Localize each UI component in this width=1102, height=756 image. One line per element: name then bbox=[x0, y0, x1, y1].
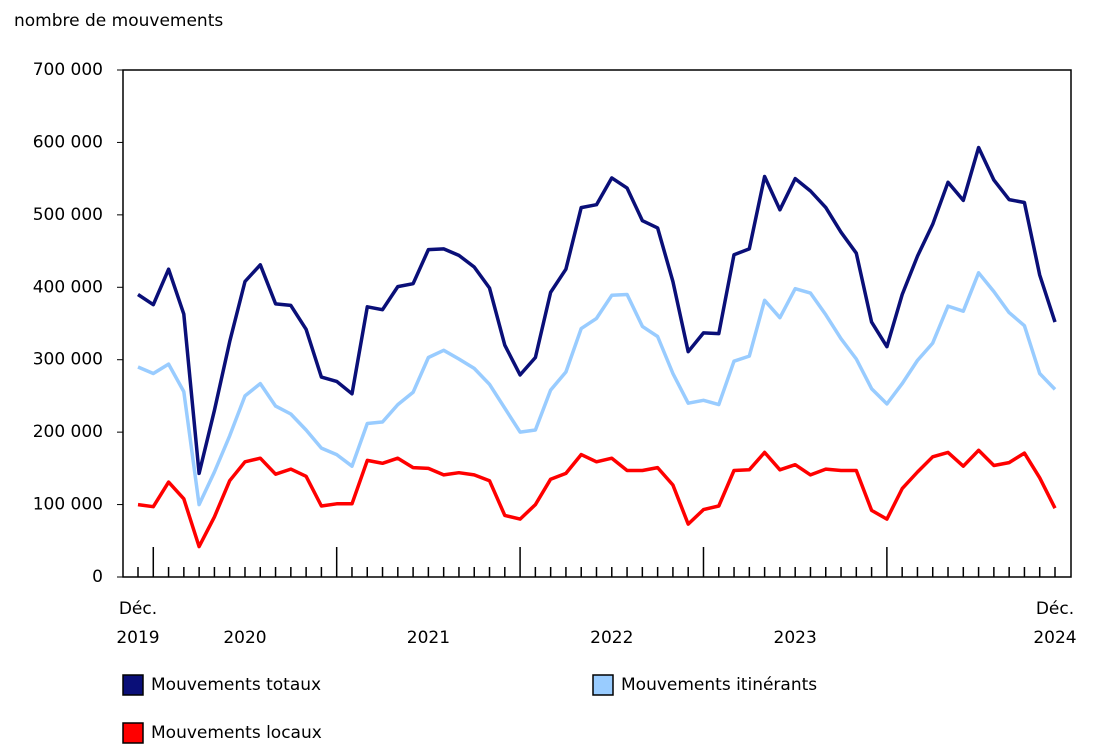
y-tick-label: 600 000 bbox=[33, 132, 103, 152]
series-line bbox=[137, 271, 1057, 507]
x-year-label: 2020 bbox=[223, 628, 266, 648]
series-line bbox=[137, 448, 1057, 549]
plot-frame bbox=[122, 69, 1072, 578]
y-axis-title: nombre de mouvements bbox=[14, 11, 223, 31]
legend-swatch bbox=[592, 674, 614, 696]
legend-label: Mouvements locaux bbox=[151, 723, 322, 743]
legend-label: Mouvements itinérants bbox=[621, 675, 817, 695]
x-year-label: 2024 bbox=[1033, 628, 1076, 648]
legend-swatch bbox=[122, 674, 144, 696]
y-tick-label: 200 000 bbox=[33, 422, 103, 442]
x-tick-label: Déc. bbox=[119, 599, 157, 619]
legend-swatch bbox=[122, 722, 144, 744]
x-year-label: 2023 bbox=[774, 628, 817, 648]
x-tick-label: Déc. bbox=[1036, 599, 1074, 619]
legend-label: Mouvements totaux bbox=[151, 675, 321, 695]
x-year-label: 2021 bbox=[407, 628, 450, 648]
y-tick-label: 0 bbox=[92, 567, 103, 587]
y-tick-label: 700 000 bbox=[33, 60, 103, 80]
y-tick-label: 400 000 bbox=[33, 277, 103, 297]
x-year-label: 2019 bbox=[116, 628, 159, 648]
y-tick-label: 500 000 bbox=[33, 205, 103, 225]
series-line bbox=[137, 145, 1057, 476]
y-tick-label: 300 000 bbox=[33, 350, 103, 370]
y-tick-label: 100 000 bbox=[33, 495, 103, 515]
x-year-label: 2022 bbox=[590, 628, 633, 648]
